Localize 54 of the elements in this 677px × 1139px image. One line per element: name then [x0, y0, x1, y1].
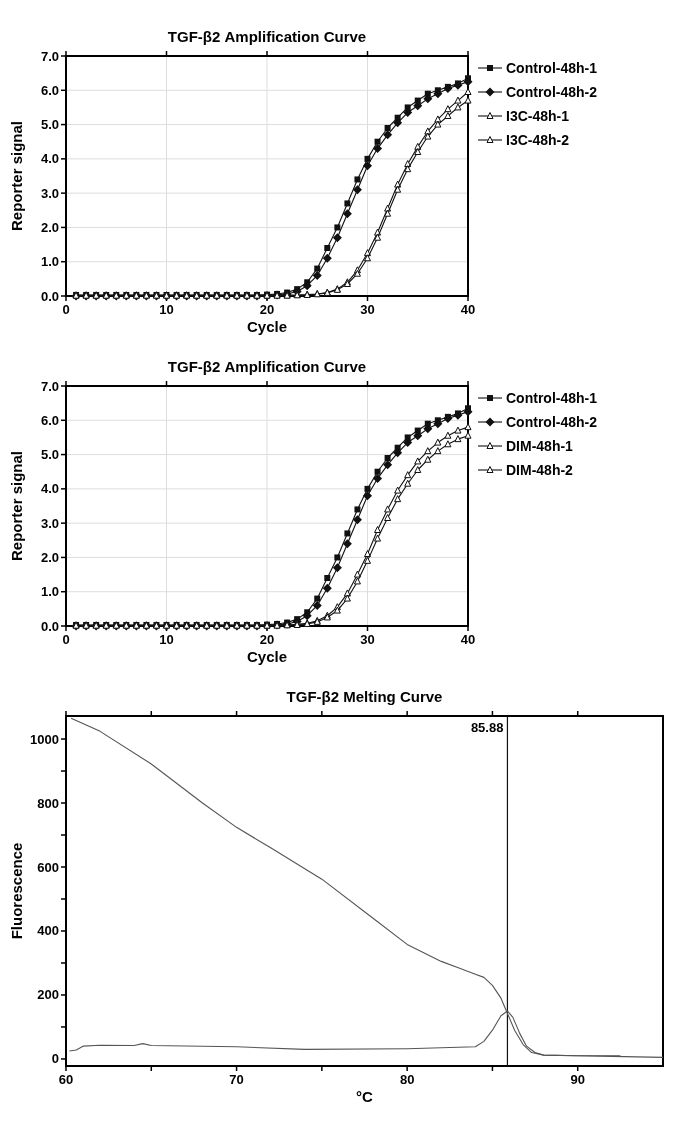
x-axis-title: Cycle [246, 648, 288, 665]
x-tick-label: 80 [399, 1072, 415, 1087]
y-tick-label: 5.0 [40, 117, 59, 133]
x-tick-label: 40 [460, 302, 476, 317]
legend-label: DIM-48h-2 [506, 462, 574, 478]
y-axis-title: Reporter signal [8, 120, 25, 232]
y-tick-label: 2.0 [40, 549, 59, 565]
legend-label: Control-48h-2 [506, 414, 598, 430]
y-tick-label: 7.0 [40, 48, 59, 64]
y-tick-label: 5.0 [40, 447, 59, 463]
y-tick-label: 0.0 [40, 618, 59, 634]
x-tick-label: 10 [159, 302, 174, 317]
x-tick-label: 40 [460, 632, 476, 647]
x-tick-label: 20 [259, 632, 275, 647]
legend-label: DIM-48h-1 [506, 438, 574, 454]
y-tick-label: 4.0 [40, 151, 59, 167]
y-tick-label: 3.0 [40, 185, 59, 201]
ref-line-label: 85.88 [470, 720, 504, 735]
y-tick-label: 7.0 [40, 378, 59, 394]
y-tick-label: 600 [37, 859, 59, 875]
x-tick-label: 0 [62, 302, 70, 317]
y-tick-label: 2.0 [40, 219, 59, 235]
x-axis-title: °C [356, 1088, 374, 1105]
x-tick-label: 90 [570, 1072, 585, 1087]
chart-title: TGF-β2 Melting Curve [286, 688, 443, 705]
x-tick-label: 70 [229, 1072, 244, 1087]
y-tick-label: 0.0 [40, 288, 59, 304]
y-axis-title: Fluorescence [8, 842, 25, 940]
y-tick-label: 4.0 [40, 481, 59, 497]
y-tick-label: 3.0 [40, 515, 59, 531]
y-tick-label: 0 [51, 1051, 59, 1067]
y-tick-label: 1000 [30, 731, 59, 747]
legend-label: I3C-48h-1 [506, 108, 570, 124]
x-tick-label: 20 [259, 302, 275, 317]
x-tick-label: 30 [360, 632, 375, 647]
y-tick-label: 200 [37, 987, 59, 1003]
y-tick-label: 400 [37, 923, 59, 939]
legend-label: Control-48h-1 [506, 390, 598, 406]
chart-title: TGF-β2 Amplification Curve [167, 358, 367, 375]
y-axis-title: Reporter signal [8, 450, 25, 562]
x-tick-label: 10 [159, 632, 174, 647]
chart-title: TGF-β2 Amplification Curve [167, 28, 367, 45]
x-tick-label: 0 [62, 632, 70, 647]
y-tick-label: 1.0 [40, 584, 59, 600]
y-tick-label: 1.0 [40, 254, 59, 270]
y-tick-label: 800 [37, 795, 59, 811]
legend-label: I3C-48h-2 [506, 132, 570, 148]
x-tick-label: 60 [58, 1072, 74, 1087]
y-tick-label: 6.0 [40, 412, 59, 428]
x-axis-title: Cycle [246, 318, 288, 335]
legend-label: Control-48h-1 [506, 60, 598, 76]
legend-label: Control-48h-2 [506, 84, 598, 100]
y-tick-label: 6.0 [40, 82, 59, 98]
x-tick-label: 30 [360, 302, 375, 317]
